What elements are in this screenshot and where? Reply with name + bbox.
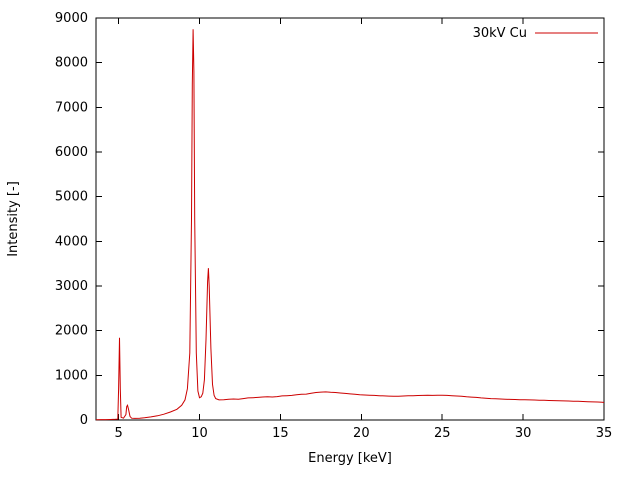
x-tick-label: 5 bbox=[115, 426, 123, 441]
y-tick-label: 8000 bbox=[55, 56, 88, 71]
y-tick-label: 3000 bbox=[55, 279, 88, 294]
x-tick-label: 15 bbox=[272, 426, 289, 441]
y-tick-label: 9000 bbox=[55, 11, 88, 26]
plot-generated-layer: 5 10 15 20 25 30 35 0 1000 2000 3000 4000 5000 6000 70… bbox=[55, 11, 612, 441]
y-tick-label: 1000 bbox=[55, 368, 88, 383]
y-axis-label: Intensity [-] bbox=[6, 181, 21, 257]
y-tick-label: 0 bbox=[80, 413, 88, 428]
x-axis-label: Energy [keV] bbox=[308, 451, 392, 466]
x-tick-label: 35 bbox=[596, 426, 613, 441]
y-tick-label: 7000 bbox=[55, 100, 88, 115]
x-tick-label: 20 bbox=[353, 426, 370, 441]
plot-border bbox=[95, 17, 605, 421]
y-tick-label: 5000 bbox=[55, 190, 88, 205]
x-tick-label: 30 bbox=[515, 426, 532, 441]
x-tick-label: 25 bbox=[434, 426, 451, 441]
y-tick-label: 6000 bbox=[55, 145, 88, 160]
y-tick-label: 2000 bbox=[55, 324, 88, 339]
data-line bbox=[95, 29, 605, 421]
x-tick-label: 10 bbox=[191, 426, 208, 441]
y-tick-label: 4000 bbox=[55, 234, 88, 249]
legend-label: 30kV Cu bbox=[473, 26, 527, 41]
